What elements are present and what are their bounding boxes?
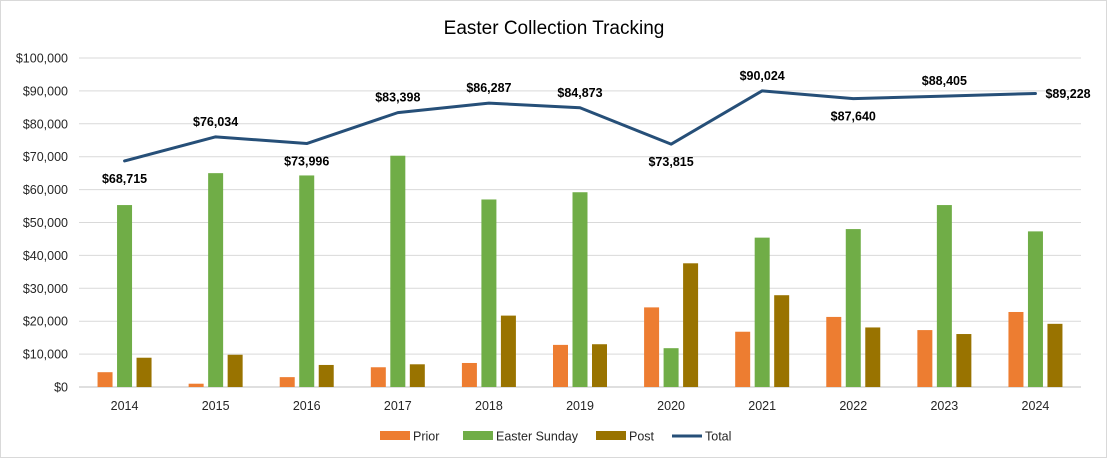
- y-tick-label: $90,000: [23, 84, 68, 98]
- total-line-series: $68,715 $76,034 $73,996 $83,398 $86,287 $84,8…: [102, 69, 1091, 186]
- y-tick-label: $0: [54, 381, 68, 395]
- y-tick-label: $60,000: [23, 183, 68, 197]
- bar-post-2018: [500, 315, 516, 387]
- bar-post-2021: [774, 295, 790, 387]
- legend-label-post: Post: [629, 430, 655, 444]
- bar-post-2017: [409, 364, 425, 387]
- bar-post-2019: [592, 344, 607, 387]
- bar-post-2016: [318, 364, 334, 387]
- bar-easter-sunday-2024: [1027, 231, 1043, 387]
- bar-easter-sunday-2018: [481, 199, 497, 387]
- total-data-label: $90,024: [740, 69, 785, 83]
- bar-prior-2017: [370, 367, 386, 387]
- y-tick-label: $10,000: [23, 348, 68, 362]
- bar-easter-sunday-2021: [754, 237, 770, 387]
- bar-prior-2016: [279, 377, 295, 387]
- legend-swatch-post: [596, 431, 626, 440]
- total-data-label: $73,996: [284, 155, 329, 169]
- y-tick-label: $30,000: [23, 282, 68, 296]
- legend-label-easter-sunday: Easter Sunday: [496, 430, 579, 444]
- bar-easter-sunday-2016: [299, 175, 315, 387]
- x-tick-label: 2018: [475, 399, 503, 413]
- bar-post-2015: [227, 354, 243, 387]
- bar-easter-sunday-2023: [936, 205, 952, 387]
- y-tick-label: $100,000: [16, 52, 68, 66]
- bar-post-2023: [956, 334, 972, 387]
- bar-easter-sunday-2022: [845, 229, 861, 387]
- bar-easter-sunday-2019: [572, 192, 588, 387]
- bar-prior-2019: [553, 344, 568, 387]
- total-data-label: $68,715: [102, 172, 147, 186]
- bar-post-2022: [865, 327, 881, 387]
- bar-prior-2018: [461, 362, 477, 387]
- bar-prior-2023: [917, 330, 933, 387]
- legend-label-prior: Prior: [413, 430, 439, 444]
- y-tick-label: $80,000: [23, 117, 68, 131]
- bar-post-2020: [683, 263, 699, 387]
- total-data-label: $89,228: [1045, 87, 1090, 101]
- total-data-label: $86,287: [466, 81, 511, 95]
- total-data-label: $88,405: [922, 74, 967, 88]
- total-data-label: $84,873: [557, 86, 602, 100]
- bar-post-2024: [1047, 323, 1063, 387]
- y-tick-label: $70,000: [23, 150, 68, 164]
- y-tick-label: $50,000: [23, 216, 68, 230]
- x-tick-label: 2022: [839, 399, 867, 413]
- y-tick-label: $20,000: [23, 315, 68, 329]
- bar-easter-sunday-2017: [390, 155, 406, 387]
- y-tick-label: $40,000: [23, 249, 68, 263]
- total-data-label: $83,398: [375, 91, 420, 105]
- bar-post-2014: [136, 357, 152, 387]
- x-tick-label: 2015: [202, 399, 230, 413]
- bar-easter-sunday-2014: [117, 205, 133, 387]
- x-tick-label: 2017: [384, 399, 412, 413]
- total-data-label: $76,034: [193, 115, 238, 129]
- bar-prior-2015: [188, 383, 204, 387]
- bar-easter-sunday-2020: [663, 348, 679, 387]
- x-tick-label: 2024: [1022, 399, 1050, 413]
- bar-prior-2024: [1008, 311, 1024, 387]
- total-data-label: $87,640: [831, 110, 876, 124]
- x-tick-label: 2019: [566, 399, 594, 413]
- legend-swatch-prior: [380, 431, 410, 440]
- x-tick-label: 2023: [930, 399, 958, 413]
- x-tick-label: 2016: [293, 399, 321, 413]
- total-data-label: $73,815: [648, 155, 693, 169]
- bar-series: [97, 155, 1063, 387]
- bar-prior-2020: [644, 307, 660, 387]
- bar-easter-sunday-2015: [208, 173, 224, 387]
- x-axis-labels: 2014 2015 2016 2017 2018 2019 2020 2021 2022 2023…: [111, 399, 1050, 413]
- bar-prior-2014: [97, 372, 113, 387]
- bar-prior-2022: [826, 316, 842, 387]
- x-tick-label: 2021: [748, 399, 776, 413]
- bar-prior-2021: [735, 331, 751, 387]
- x-tick-label: 2014: [111, 399, 139, 413]
- x-tick-label: 2020: [657, 399, 685, 413]
- legend-label-total: Total: [705, 430, 731, 444]
- y-axis-labels: $0 $10,000 $20,000 $30,000 $40,000 $50,000 $60…: [16, 52, 68, 395]
- legend-swatch-easter-sunday: [463, 431, 493, 440]
- chart-title: Easter Collection Tracking: [444, 18, 665, 39]
- total-line: [123, 89, 1037, 163]
- legend: Prior Easter Sunday Post Total: [380, 430, 731, 444]
